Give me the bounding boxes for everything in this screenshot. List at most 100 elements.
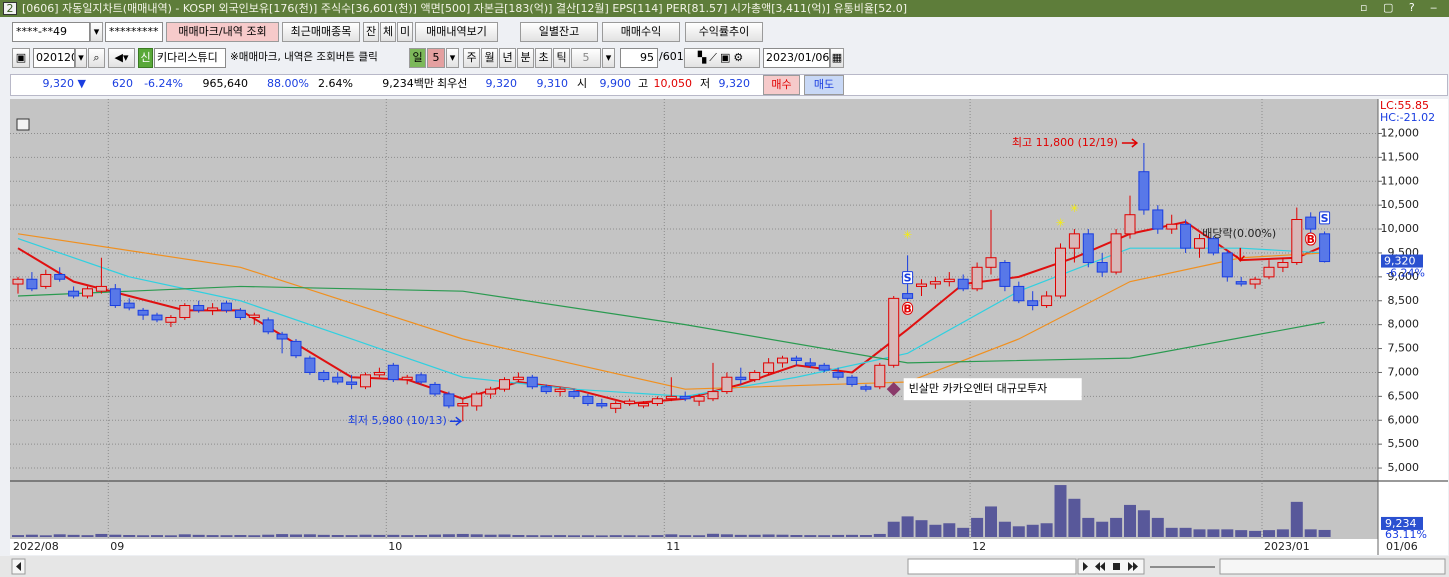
scroll-thumb[interactable] bbox=[907, 558, 1077, 575]
candle-body bbox=[1207, 238, 1219, 254]
volume-bar bbox=[846, 534, 858, 537]
credit-badge: 신 bbox=[138, 48, 153, 68]
menu-icon[interactable]: ▣ bbox=[12, 48, 30, 68]
window-title: [0606] 자동일지차트(매매내역) - KOSPI 외국인보유[176(천)… bbox=[22, 2, 908, 15]
candle-body bbox=[443, 393, 455, 407]
candle-body bbox=[1180, 223, 1192, 249]
volume-bar bbox=[387, 534, 400, 537]
candle-body bbox=[68, 290, 80, 297]
recent-button[interactable]: 최근매매종목 bbox=[282, 22, 360, 42]
volume-bar bbox=[317, 534, 330, 537]
candle-body bbox=[610, 403, 622, 409]
volume-bar bbox=[373, 534, 386, 537]
candle-body bbox=[1138, 171, 1150, 211]
zoom-tools[interactable] bbox=[1219, 558, 1446, 575]
volume-bar bbox=[1082, 517, 1095, 537]
unfilled-button[interactable]: 미 bbox=[397, 22, 413, 42]
filled-button[interactable]: 체 bbox=[380, 22, 396, 42]
sound-button[interactable]: ◀▾ bbox=[108, 48, 135, 68]
candle-body bbox=[1124, 214, 1136, 235]
balance-button[interactable]: 잔 bbox=[363, 22, 379, 42]
query-button[interactable]: 매매마크/내역 조회 bbox=[166, 22, 279, 42]
period-year[interactable]: 년 bbox=[499, 48, 516, 68]
candle-body bbox=[1319, 233, 1331, 263]
period-day[interactable]: 일 bbox=[409, 48, 426, 68]
y-tick-label: 11,500 bbox=[1381, 150, 1420, 163]
candle-body bbox=[818, 364, 830, 371]
code-dropdown[interactable]: ▾ bbox=[75, 48, 87, 68]
candle-body bbox=[1110, 233, 1122, 273]
candle-body bbox=[874, 364, 886, 388]
tool-icons[interactable]: ▚⟋▣⚙ bbox=[684, 48, 760, 68]
tick-value[interactable]: 5 bbox=[571, 48, 601, 68]
candle-body bbox=[943, 278, 955, 283]
stock-name: 키다리스튜디 bbox=[154, 48, 226, 68]
volume-bar bbox=[1235, 530, 1248, 537]
tab[interactable]: 일별잔고 bbox=[520, 22, 598, 42]
x-tick-label: 2022/08 bbox=[13, 540, 59, 553]
password-input[interactable]: ********* bbox=[105, 22, 163, 42]
period-value[interactable]: 5 bbox=[427, 48, 445, 68]
volume-bar bbox=[1151, 517, 1164, 537]
y-tick-label: 9,000 bbox=[1388, 270, 1420, 283]
quote-low: 9,320 bbox=[718, 77, 751, 90]
candle-body bbox=[735, 376, 747, 381]
candle-body bbox=[401, 376, 413, 381]
candle-body bbox=[721, 376, 733, 393]
volume-bar bbox=[943, 523, 956, 537]
volume-bar bbox=[1054, 485, 1067, 537]
history-button[interactable]: 매매내역보기 bbox=[415, 22, 498, 42]
volume-bar bbox=[776, 534, 789, 537]
search-button[interactable]: ⌕ bbox=[88, 48, 105, 68]
y-tick-label: 8,000 bbox=[1388, 318, 1420, 331]
y-tick-label: 10,500 bbox=[1381, 198, 1420, 211]
tick-dropdown[interactable]: ▾ bbox=[602, 48, 615, 68]
volume-bar bbox=[859, 535, 872, 537]
window-controls[interactable]: ▫ ▢ ? ‒ □ × bbox=[1360, 2, 1440, 14]
candle-body bbox=[1041, 295, 1053, 307]
period-week[interactable]: 주 bbox=[463, 48, 480, 68]
period-month[interactable]: 월 bbox=[481, 48, 498, 68]
period-second[interactable]: 초 bbox=[535, 48, 552, 68]
candle-body bbox=[151, 314, 163, 321]
period-tick[interactable]: 틱 bbox=[553, 48, 570, 68]
play-controls[interactable] bbox=[1077, 558, 1145, 575]
x-tick-label: 2023/01 bbox=[1264, 540, 1310, 553]
panel-icon[interactable] bbox=[16, 118, 30, 131]
volume-bar bbox=[39, 535, 52, 537]
volume-bar bbox=[915, 520, 928, 537]
candle-body bbox=[512, 376, 524, 381]
volume-bar bbox=[623, 535, 636, 537]
quote-turnover: 2.64% bbox=[318, 77, 353, 90]
account-input[interactable]: ****-**49 bbox=[12, 22, 90, 42]
account-dropdown[interactable]: ▾ bbox=[90, 22, 103, 42]
candle-body bbox=[429, 383, 441, 395]
volume-bar bbox=[220, 535, 233, 537]
quote-open: 9,900 bbox=[599, 77, 632, 90]
arrow-icon bbox=[16, 562, 21, 571]
candle-body bbox=[1068, 233, 1080, 249]
event-star: ✳ bbox=[1070, 202, 1079, 215]
trade-side: S bbox=[1321, 212, 1329, 225]
annotation: 최저 5,980 (10/13) bbox=[348, 414, 447, 427]
period-dropdown[interactable]: ▾ bbox=[446, 48, 459, 68]
sell-button[interactable]: 매도 bbox=[804, 75, 844, 95]
candle-body bbox=[373, 371, 385, 376]
date-input[interactable]: 2023/01/06 bbox=[763, 48, 830, 68]
code-input[interactable]: 020120 bbox=[33, 48, 75, 68]
buy-button[interactable]: 매수 bbox=[763, 75, 800, 95]
calendar-button[interactable]: ▦ bbox=[830, 48, 844, 68]
period-minute[interactable]: 분 bbox=[517, 48, 534, 68]
volume-bar bbox=[178, 534, 191, 537]
x-tick-label: 12 bbox=[972, 540, 986, 553]
tab[interactable]: 수익률추이 bbox=[685, 22, 763, 42]
count-input[interactable]: 95 bbox=[620, 48, 658, 68]
y-tick-label: 8,500 bbox=[1388, 294, 1420, 307]
annotation-box bbox=[903, 378, 1082, 401]
candle-body bbox=[888, 297, 900, 366]
volume-bar bbox=[762, 534, 775, 537]
event-star: ✳ bbox=[903, 228, 912, 241]
candle-body bbox=[1166, 223, 1178, 230]
tab[interactable]: 매매수익 bbox=[602, 22, 680, 42]
y-tick-label: 10,000 bbox=[1381, 222, 1420, 235]
